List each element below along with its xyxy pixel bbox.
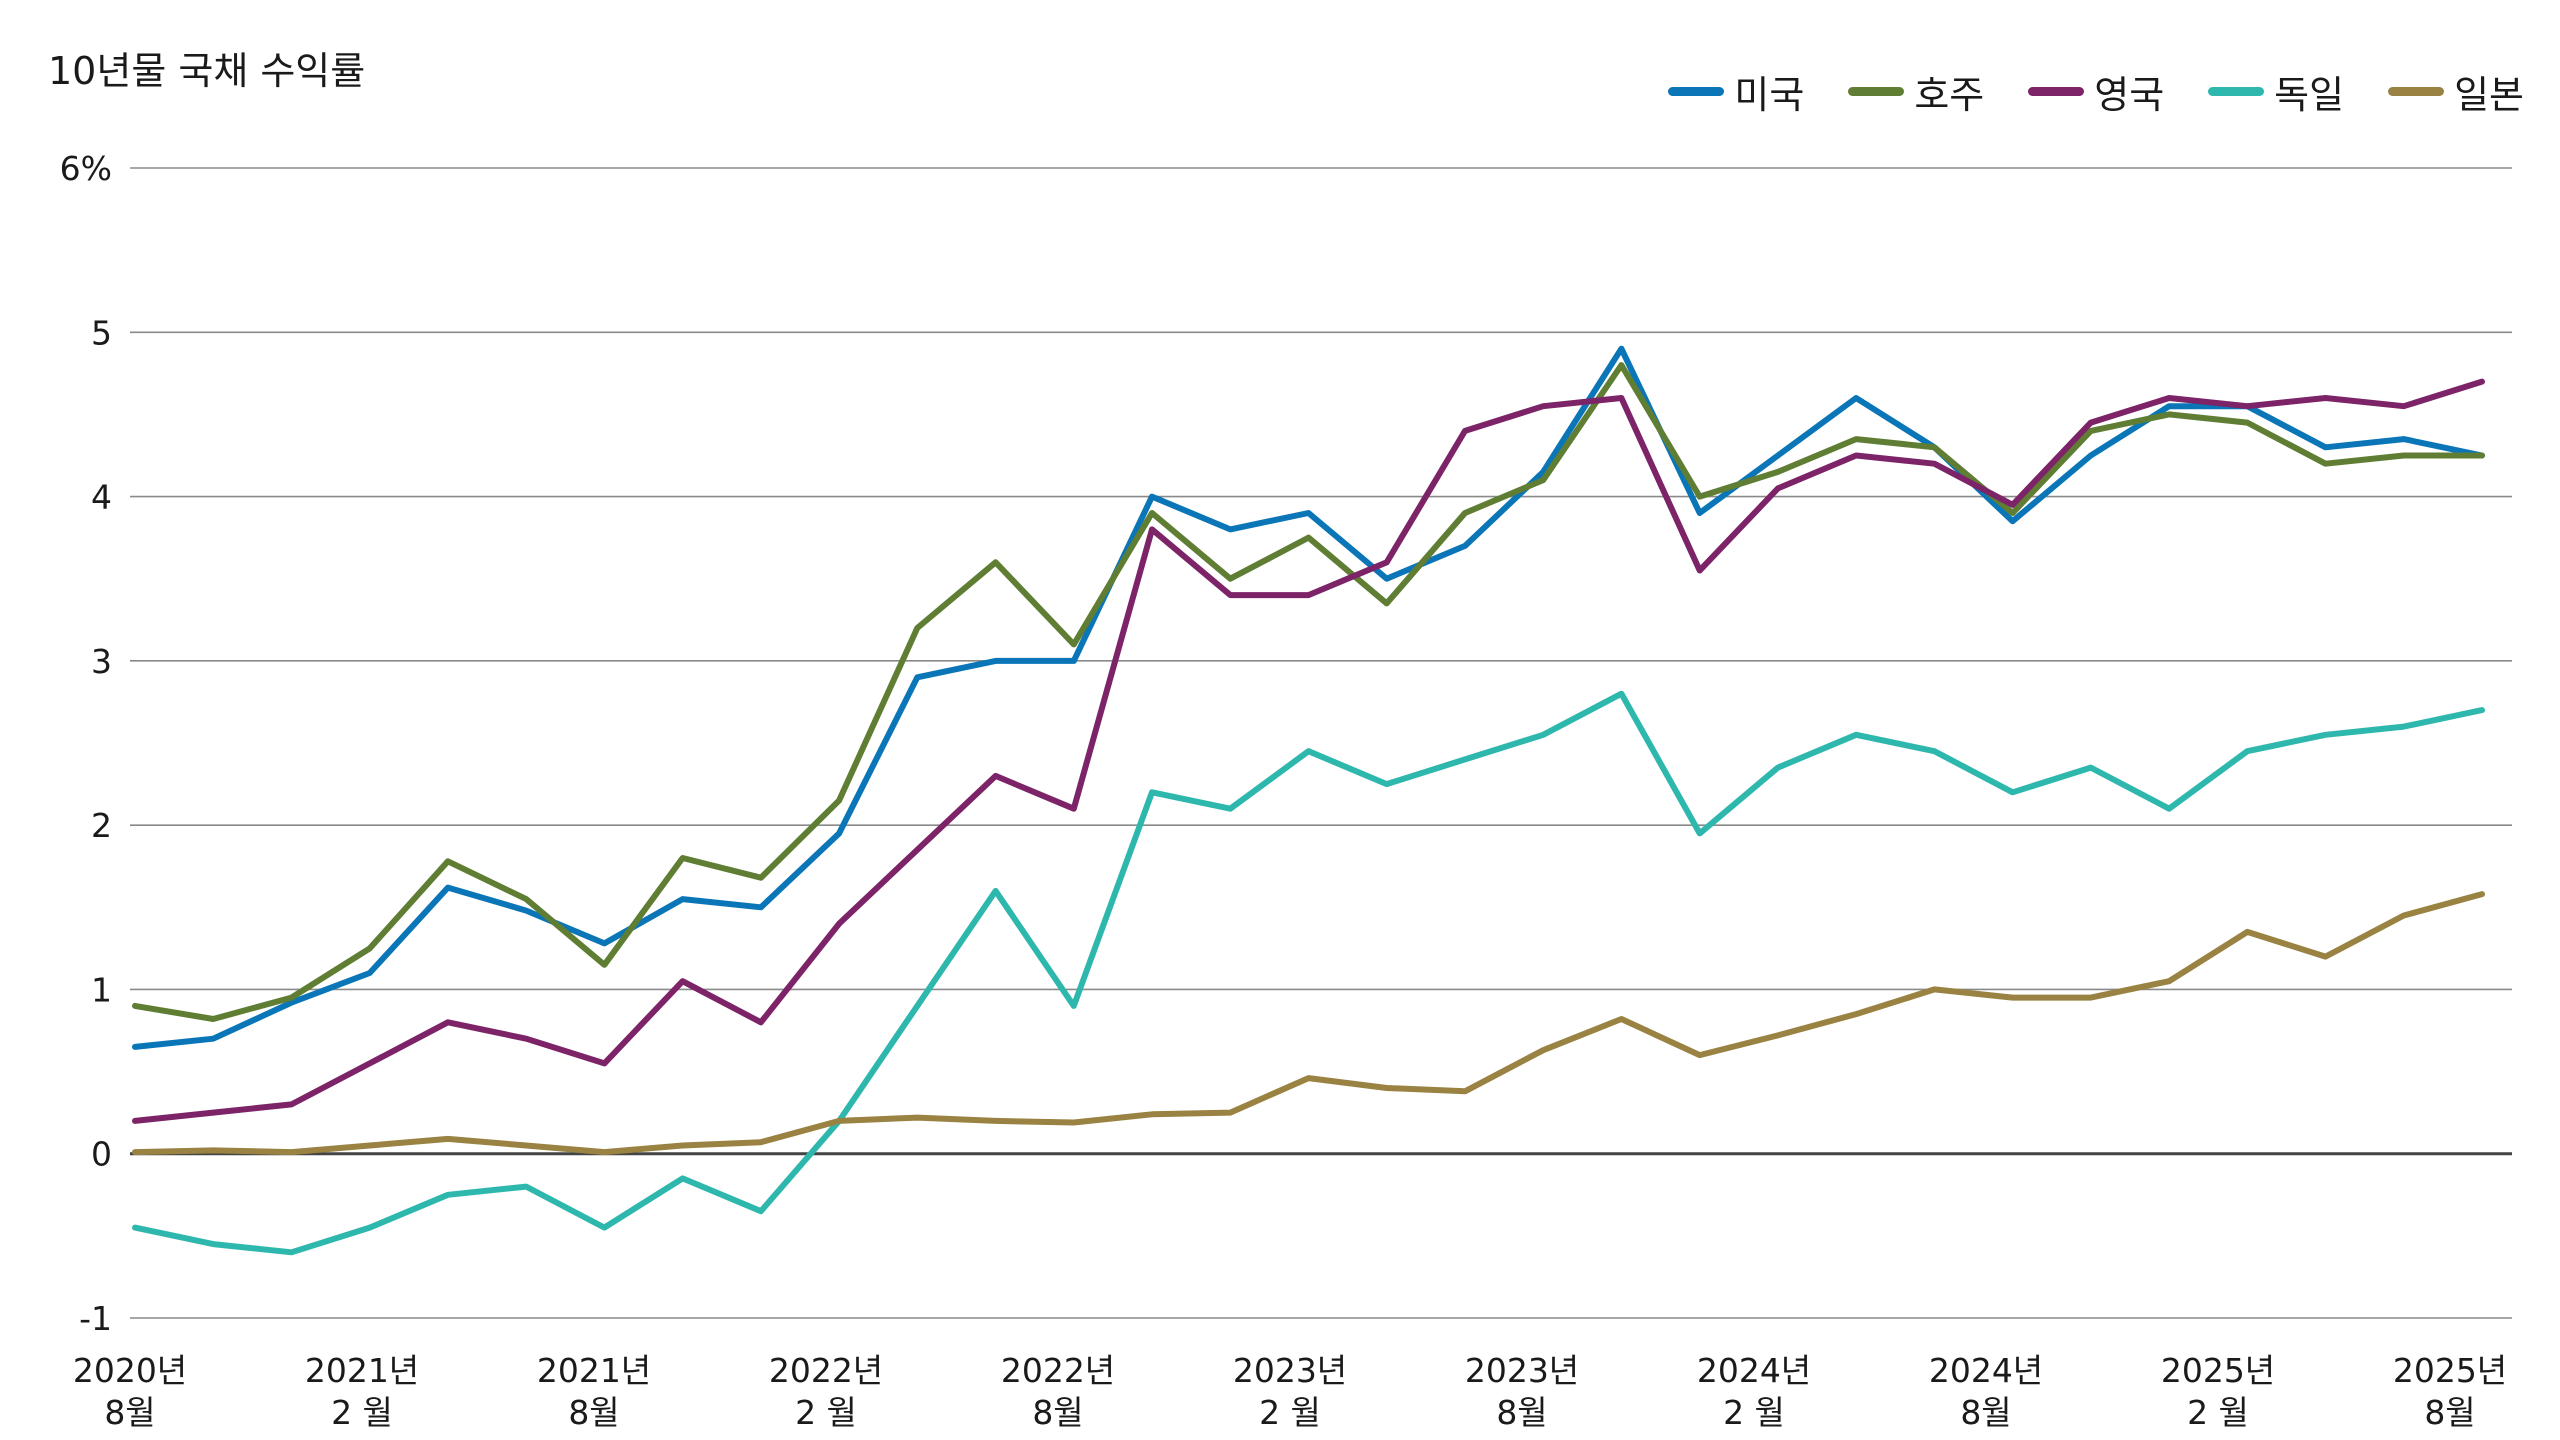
x-tick-label: 8월 (1032, 1393, 1083, 1432)
y-tick-label: 1 (91, 970, 112, 1009)
x-tick-label: 2024년 (1929, 1351, 2043, 1390)
legend: 미국 호주 영국 독일 일본 (1668, 64, 2524, 119)
legend-label: 호주 (1914, 73, 1985, 117)
x-tick-label: 2022년 (1001, 1351, 1115, 1390)
x-tick-label: 8월 (104, 1393, 155, 1432)
y-tick-label: 3 (91, 642, 112, 681)
x-tick-label: 2 월 (331, 1393, 393, 1432)
x-tick-label: 8월 (568, 1393, 619, 1432)
series-line-영국 (132, 378, 2485, 1124)
x-tick-label: 2023년 (1465, 1351, 1579, 1390)
legend-swatch (2208, 87, 2265, 96)
legend-label: 일본 (2454, 73, 2524, 117)
x-tick-label: 2020년 (73, 1351, 187, 1390)
legend-label: 독일 (2274, 73, 2345, 117)
x-tick-label: 2 월 (1723, 1393, 1785, 1432)
x-tick-label: 2 월 (1259, 1393, 1321, 1432)
legend-swatch (2028, 87, 2085, 96)
series-line-미국 (132, 345, 2485, 1050)
y-tick-label: 4 (91, 478, 112, 517)
x-tick-label: 2025년 (2393, 1351, 2507, 1390)
y-tick-label: 5 (91, 313, 112, 352)
legend-item: 독일 (2208, 64, 2344, 119)
x-tick-label: 2 월 (795, 1393, 857, 1432)
y-tick-label: -1 (79, 1299, 112, 1338)
series-line-일본 (132, 891, 2485, 1156)
x-tick-label: 8월 (1960, 1393, 2011, 1432)
legend-swatch (2388, 87, 2445, 96)
y-tick-label: 2 (91, 806, 112, 845)
series-line-독일 (132, 690, 2485, 1256)
y-tick-label: 0 (91, 1135, 112, 1174)
y-tick-label: 6% (60, 149, 112, 188)
legend-label: 미국 (1734, 73, 1805, 117)
x-tick-label: 2024년 (1697, 1351, 1811, 1390)
x-tick-label: 2023년 (1233, 1351, 1347, 1390)
legend-swatch (1668, 87, 1725, 96)
x-tick-label: 2021년 (537, 1351, 651, 1390)
legend-swatch (1848, 87, 1905, 96)
x-tick-label: 2022년 (769, 1351, 883, 1390)
legend-item: 영국 (2028, 64, 2164, 119)
legend-item: 미국 (1668, 64, 1804, 119)
legend-item: 일본 (2388, 64, 2524, 119)
chart-title: 10년물 국채 수익률 (48, 49, 366, 93)
x-tick-label: 2021년 (305, 1351, 419, 1390)
series-line-호주 (132, 362, 2485, 1022)
x-tick-label: 2025년 (2161, 1351, 2275, 1390)
x-tick-label: 2 월 (2187, 1393, 2249, 1432)
x-tick-label: 8월 (1496, 1393, 1547, 1432)
legend-label: 영국 (2094, 73, 2165, 117)
x-tick-label: 8월 (2424, 1393, 2475, 1432)
legend-item: 호주 (1848, 64, 1984, 119)
